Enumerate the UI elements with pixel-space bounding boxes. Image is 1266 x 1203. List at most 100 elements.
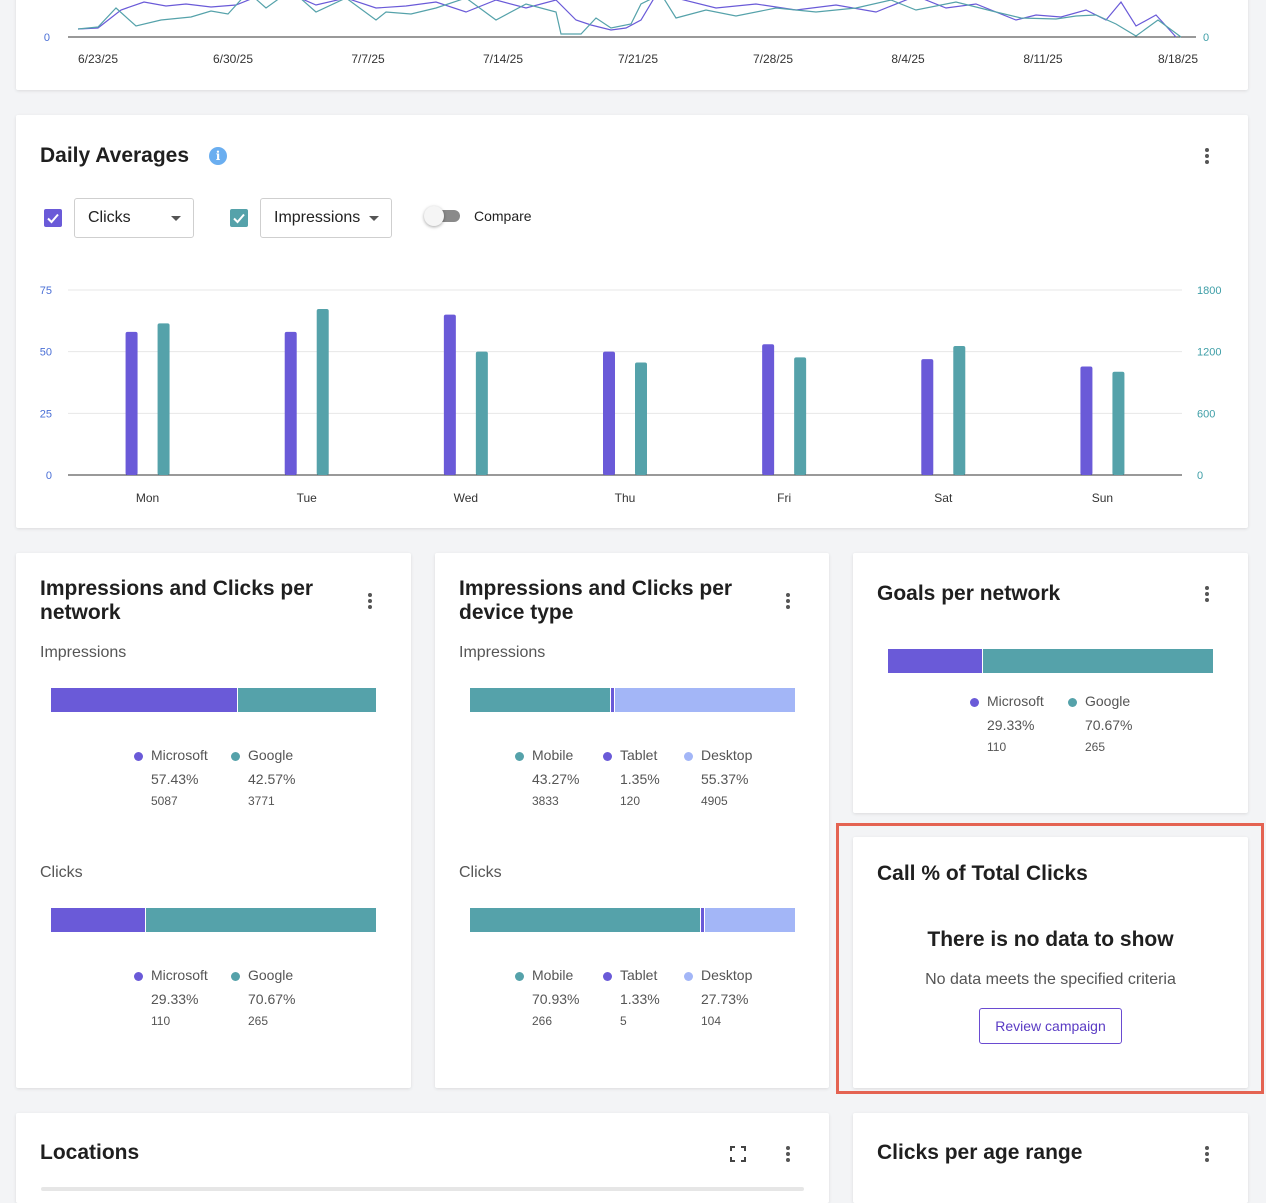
per-device-menu-icon[interactable]: [778, 590, 798, 612]
impressions-bar: [635, 362, 647, 475]
legend-count: 110: [987, 740, 1007, 754]
legend-name: Microsoft: [151, 967, 208, 983]
legend-name: Google: [248, 967, 294, 983]
legend-percent: 1.35%: [620, 771, 660, 787]
metric1-select[interactable]: Clicks: [74, 198, 194, 238]
bar-segment-microsoft: [888, 649, 984, 673]
goals-card: Goals per network Microsoft 29.33% 110 Goog…: [853, 553, 1248, 813]
goals-menu-icon[interactable]: [1197, 583, 1217, 605]
y-left-tick-label: 50: [40, 347, 52, 359]
bar-segment-google: [983, 649, 1213, 673]
legend-percent: 57.43%: [151, 771, 199, 787]
legend-name: Google: [248, 747, 294, 763]
legend-dot-icon: [684, 972, 693, 981]
empty-state-subtitle: No data meets the specified criteria: [925, 971, 1176, 988]
impressions-bar: [157, 323, 170, 475]
bar-segment-desktop: [615, 688, 795, 712]
expand-icon[interactable]: [730, 1146, 746, 1162]
bar-segment-google: [237, 688, 376, 712]
call-pct-card: Call % of Total Clicks There is no data …: [853, 837, 1248, 1088]
per-device-card: Impressions and Clicks per device type I…: [435, 553, 829, 1088]
x-axis-tick-label: Thu: [615, 491, 636, 505]
age-range-card: Clicks per age range: [853, 1113, 1248, 1203]
y-right-tick-label: 0: [1197, 470, 1203, 482]
legend-dot-icon: [1068, 698, 1077, 707]
legend-dot-icon: [134, 972, 143, 981]
bar-segment-desktop: [704, 908, 795, 932]
metric2-select-value: Impressions: [274, 209, 361, 226]
bar-segment-microsoft: [51, 688, 238, 712]
x-axis-tick-label: 8/18/25: [1158, 52, 1198, 66]
legend-count: 266: [532, 1014, 553, 1028]
legend-dot-icon: [231, 752, 240, 761]
locations-menu-icon[interactable]: [778, 1143, 798, 1165]
bar-segment-tablet: [610, 688, 615, 712]
impressions-bar: [316, 309, 329, 475]
legend-percent: 42.57%: [248, 771, 296, 787]
clicks-section-label: Clicks: [40, 864, 83, 881]
legend-percent: 29.33%: [151, 991, 199, 1007]
legend-percent: 27.73%: [701, 991, 749, 1007]
x-axis-tick-label: 7/14/25: [483, 52, 523, 66]
highlight-frame: [836, 823, 1264, 1094]
metric2-select[interactable]: Impressions: [260, 198, 392, 238]
x-axis-tick-label: 8/4/25: [891, 52, 925, 66]
legend-count: 110: [151, 1014, 171, 1028]
impressions-bar: [794, 357, 807, 475]
legend-dot-icon: [515, 972, 524, 981]
per-network-menu-icon[interactable]: [360, 590, 380, 612]
bar-segment-tablet: [700, 908, 705, 932]
compare-toggle[interactable]: [424, 206, 462, 226]
legend-percent: 1.33%: [620, 991, 660, 1007]
bar-segment-mobile: [470, 908, 701, 932]
x-axis-tick-label: Mon: [136, 491, 159, 505]
legend-percent: 70.67%: [248, 991, 296, 1007]
y-right-tick-label: 600: [1197, 408, 1215, 420]
legend-dot-icon: [603, 752, 612, 761]
clicks-stacked-bar: [470, 908, 795, 932]
x-axis-tick-label: Fri: [777, 491, 791, 505]
locations-card: Locations: [16, 1113, 829, 1203]
daily-averages-menu-icon[interactable]: [1197, 145, 1217, 167]
legend-percent: 70.93%: [532, 991, 580, 1007]
clicks-bar: [443, 314, 456, 475]
review-campaign-button[interactable]: Review campaign: [979, 1008, 1122, 1044]
performance-trend-chart: 0 0 6/23/25 6/30/25 7/7/25 7/14/25 7/21/25 7/…: [44, 0, 1209, 66]
chevron-down-icon: [369, 216, 379, 221]
metric1-select-value: Clicks: [88, 209, 131, 226]
impressions-checkbox[interactable]: [230, 209, 248, 227]
info-icon[interactable]: i: [209, 147, 227, 165]
legend-percent: 70.67%: [1085, 717, 1133, 733]
legend-dot-icon: [231, 972, 240, 981]
legend-dot-icon: [970, 698, 979, 707]
clicks-checkbox[interactable]: [44, 209, 62, 227]
locations-title: Locations: [40, 1141, 140, 1164]
legend-count: 120: [620, 794, 641, 808]
chevron-down-icon: [171, 216, 181, 221]
x-axis-tick-label: Tue: [297, 491, 318, 505]
legend-percent: 43.27%: [532, 771, 580, 787]
x-axis-tick-label: 7/21/25: [618, 52, 658, 66]
y-right-tick-label: 1800: [1197, 285, 1221, 297]
legend-count: 5: [620, 1014, 627, 1028]
per-device-title: Impressions and Clicks per device type: [459, 577, 733, 624]
legend-count: 104: [701, 1014, 722, 1028]
goals-stacked-bar: [888, 649, 1213, 673]
age-range-menu-icon[interactable]: [1197, 1143, 1217, 1165]
empty-state-title: There is no data to show: [927, 928, 1174, 951]
legend-name: Microsoft: [987, 693, 1044, 709]
legend-name: Microsoft: [151, 747, 208, 763]
bar-segment-mobile: [470, 688, 611, 712]
clicks-stacked-bar: [51, 908, 376, 932]
legend-count: 265: [248, 1014, 269, 1028]
impressions-bar: [953, 346, 966, 475]
bar-segment-microsoft: [51, 908, 147, 932]
legend-count: 265: [1085, 740, 1106, 754]
x-axis-tick-label: 6/30/25: [213, 52, 253, 66]
goals-title: Goals per network: [877, 582, 1061, 605]
legend-name: Tablet: [620, 747, 658, 763]
legend-count: 4905: [701, 794, 728, 808]
legend-name: Mobile: [532, 747, 574, 763]
call-pct-title: Call % of Total Clicks: [877, 862, 1088, 885]
x-axis-tick-label: 6/23/25: [78, 52, 118, 66]
